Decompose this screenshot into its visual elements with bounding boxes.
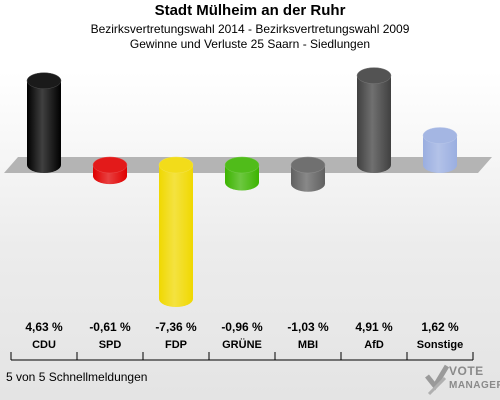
- bar-top-cap-cdu: [26, 72, 62, 89]
- bar-afd: [357, 75, 391, 165]
- bar-bottom-cap-grüne: [225, 174, 259, 191]
- footer-status: 5 von 5 Schnellmeldungen: [6, 370, 148, 384]
- bar-bottom-cap-sonstige: [423, 157, 457, 173]
- bar-cdu: [27, 80, 61, 165]
- category-label-afd: AfD: [364, 339, 384, 351]
- value-label-spd: -0,61 %: [89, 320, 131, 334]
- value-label-afd: 4,91 %: [355, 320, 393, 334]
- votemanager-logo: VOTE MANAGER: [425, 362, 500, 398]
- category-label-grüne: GRÜNE: [222, 338, 262, 351]
- value-label-sonstige: 1,62 %: [421, 320, 459, 334]
- bar-top-cap-grüne: [224, 156, 260, 174]
- bar-fdp: [159, 165, 193, 299]
- bar-bottom-cap-fdp: [159, 290, 193, 307]
- logo-text-manager: MANAGER: [449, 380, 500, 391]
- value-label-mbi: -1,03 %: [287, 320, 329, 334]
- bar-top-cap-afd: [356, 67, 392, 84]
- value-label-cdu: 4,63 %: [25, 320, 63, 334]
- chart-description: Gewinne und Verluste 25 Saarn - Siedlung…: [129, 37, 371, 51]
- bar-top-cap-fdp: [158, 156, 194, 174]
- category-label-cdu: CDU: [32, 339, 56, 351]
- bar-bottom-cap-afd: [357, 157, 391, 173]
- bar-bottom-cap-cdu: [27, 157, 61, 173]
- bar-top-cap-mbi: [290, 156, 326, 174]
- chart-subtitle: Bezirksvertretungswahl 2014 - Bezirksver…: [90, 22, 410, 36]
- bar-bottom-cap-mbi: [291, 175, 325, 192]
- category-label-sonstige: Sonstige: [417, 339, 463, 351]
- category-label-mbi: MBI: [298, 339, 318, 351]
- category-label-spd: SPD: [99, 339, 122, 351]
- check-mark-icon: [425, 364, 449, 396]
- logo-text-vote: VOTE: [449, 364, 484, 378]
- value-label-fdp: -7,36 %: [155, 320, 197, 334]
- bar-top-cap-sonstige: [422, 127, 458, 144]
- chart-title: Stadt Mülheim an der Ruhr: [154, 2, 346, 19]
- bar-top-cap-spd: [92, 156, 128, 174]
- category-label-fdp: FDP: [165, 339, 187, 351]
- value-label-grüne: -0,96 %: [221, 320, 263, 334]
